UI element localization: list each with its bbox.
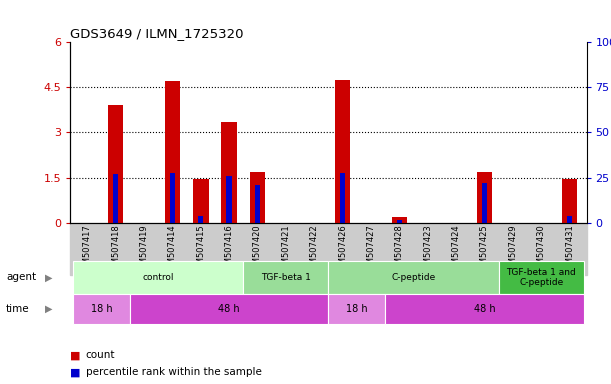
Text: time: time bbox=[6, 304, 30, 314]
Bar bbox=[255, 185, 260, 223]
Text: C-peptide: C-peptide bbox=[392, 273, 436, 282]
Bar bbox=[193, 179, 208, 223]
Text: control: control bbox=[142, 273, 174, 282]
Bar bbox=[130, 294, 328, 324]
Text: GDS3649 / ILMN_1725320: GDS3649 / ILMN_1725320 bbox=[70, 27, 244, 40]
Bar bbox=[250, 172, 265, 223]
Bar bbox=[73, 294, 130, 324]
Text: TGF-beta 1: TGF-beta 1 bbox=[261, 273, 311, 282]
Bar bbox=[340, 173, 345, 223]
Bar bbox=[335, 80, 350, 223]
Text: ■: ■ bbox=[70, 367, 81, 377]
Text: ■: ■ bbox=[70, 350, 81, 360]
Bar bbox=[328, 261, 499, 294]
Bar bbox=[164, 81, 180, 223]
Text: 18 h: 18 h bbox=[90, 304, 112, 314]
Bar bbox=[73, 261, 243, 294]
Text: 18 h: 18 h bbox=[346, 304, 368, 314]
Bar bbox=[170, 173, 175, 223]
Text: percentile rank within the sample: percentile rank within the sample bbox=[86, 367, 262, 377]
Text: ▶: ▶ bbox=[45, 304, 52, 314]
Text: agent: agent bbox=[6, 272, 36, 283]
Text: 48 h: 48 h bbox=[474, 304, 496, 314]
Bar bbox=[499, 261, 584, 294]
Bar bbox=[477, 172, 492, 223]
Text: 48 h: 48 h bbox=[218, 304, 240, 314]
Text: count: count bbox=[86, 350, 115, 360]
Bar bbox=[243, 261, 329, 294]
Text: ▶: ▶ bbox=[45, 272, 52, 283]
Bar bbox=[397, 220, 402, 223]
Bar bbox=[567, 216, 573, 223]
Bar bbox=[385, 294, 584, 324]
Bar bbox=[227, 176, 232, 223]
Text: TGF-beta 1 and
C-peptide: TGF-beta 1 and C-peptide bbox=[507, 268, 576, 287]
Bar bbox=[221, 122, 237, 223]
Bar bbox=[198, 216, 203, 223]
Bar bbox=[392, 217, 407, 223]
Bar bbox=[113, 174, 119, 223]
Bar bbox=[481, 183, 487, 223]
Bar bbox=[108, 106, 123, 223]
Bar bbox=[562, 179, 577, 223]
Bar bbox=[328, 294, 385, 324]
